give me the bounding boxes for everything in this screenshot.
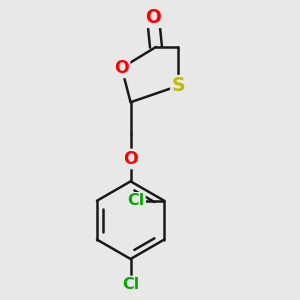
Text: O: O: [123, 150, 138, 168]
Text: Cl: Cl: [122, 277, 139, 292]
Text: O: O: [145, 8, 161, 27]
Text: S: S: [172, 76, 185, 95]
Text: Cl: Cl: [127, 193, 145, 208]
Text: O: O: [114, 59, 129, 77]
